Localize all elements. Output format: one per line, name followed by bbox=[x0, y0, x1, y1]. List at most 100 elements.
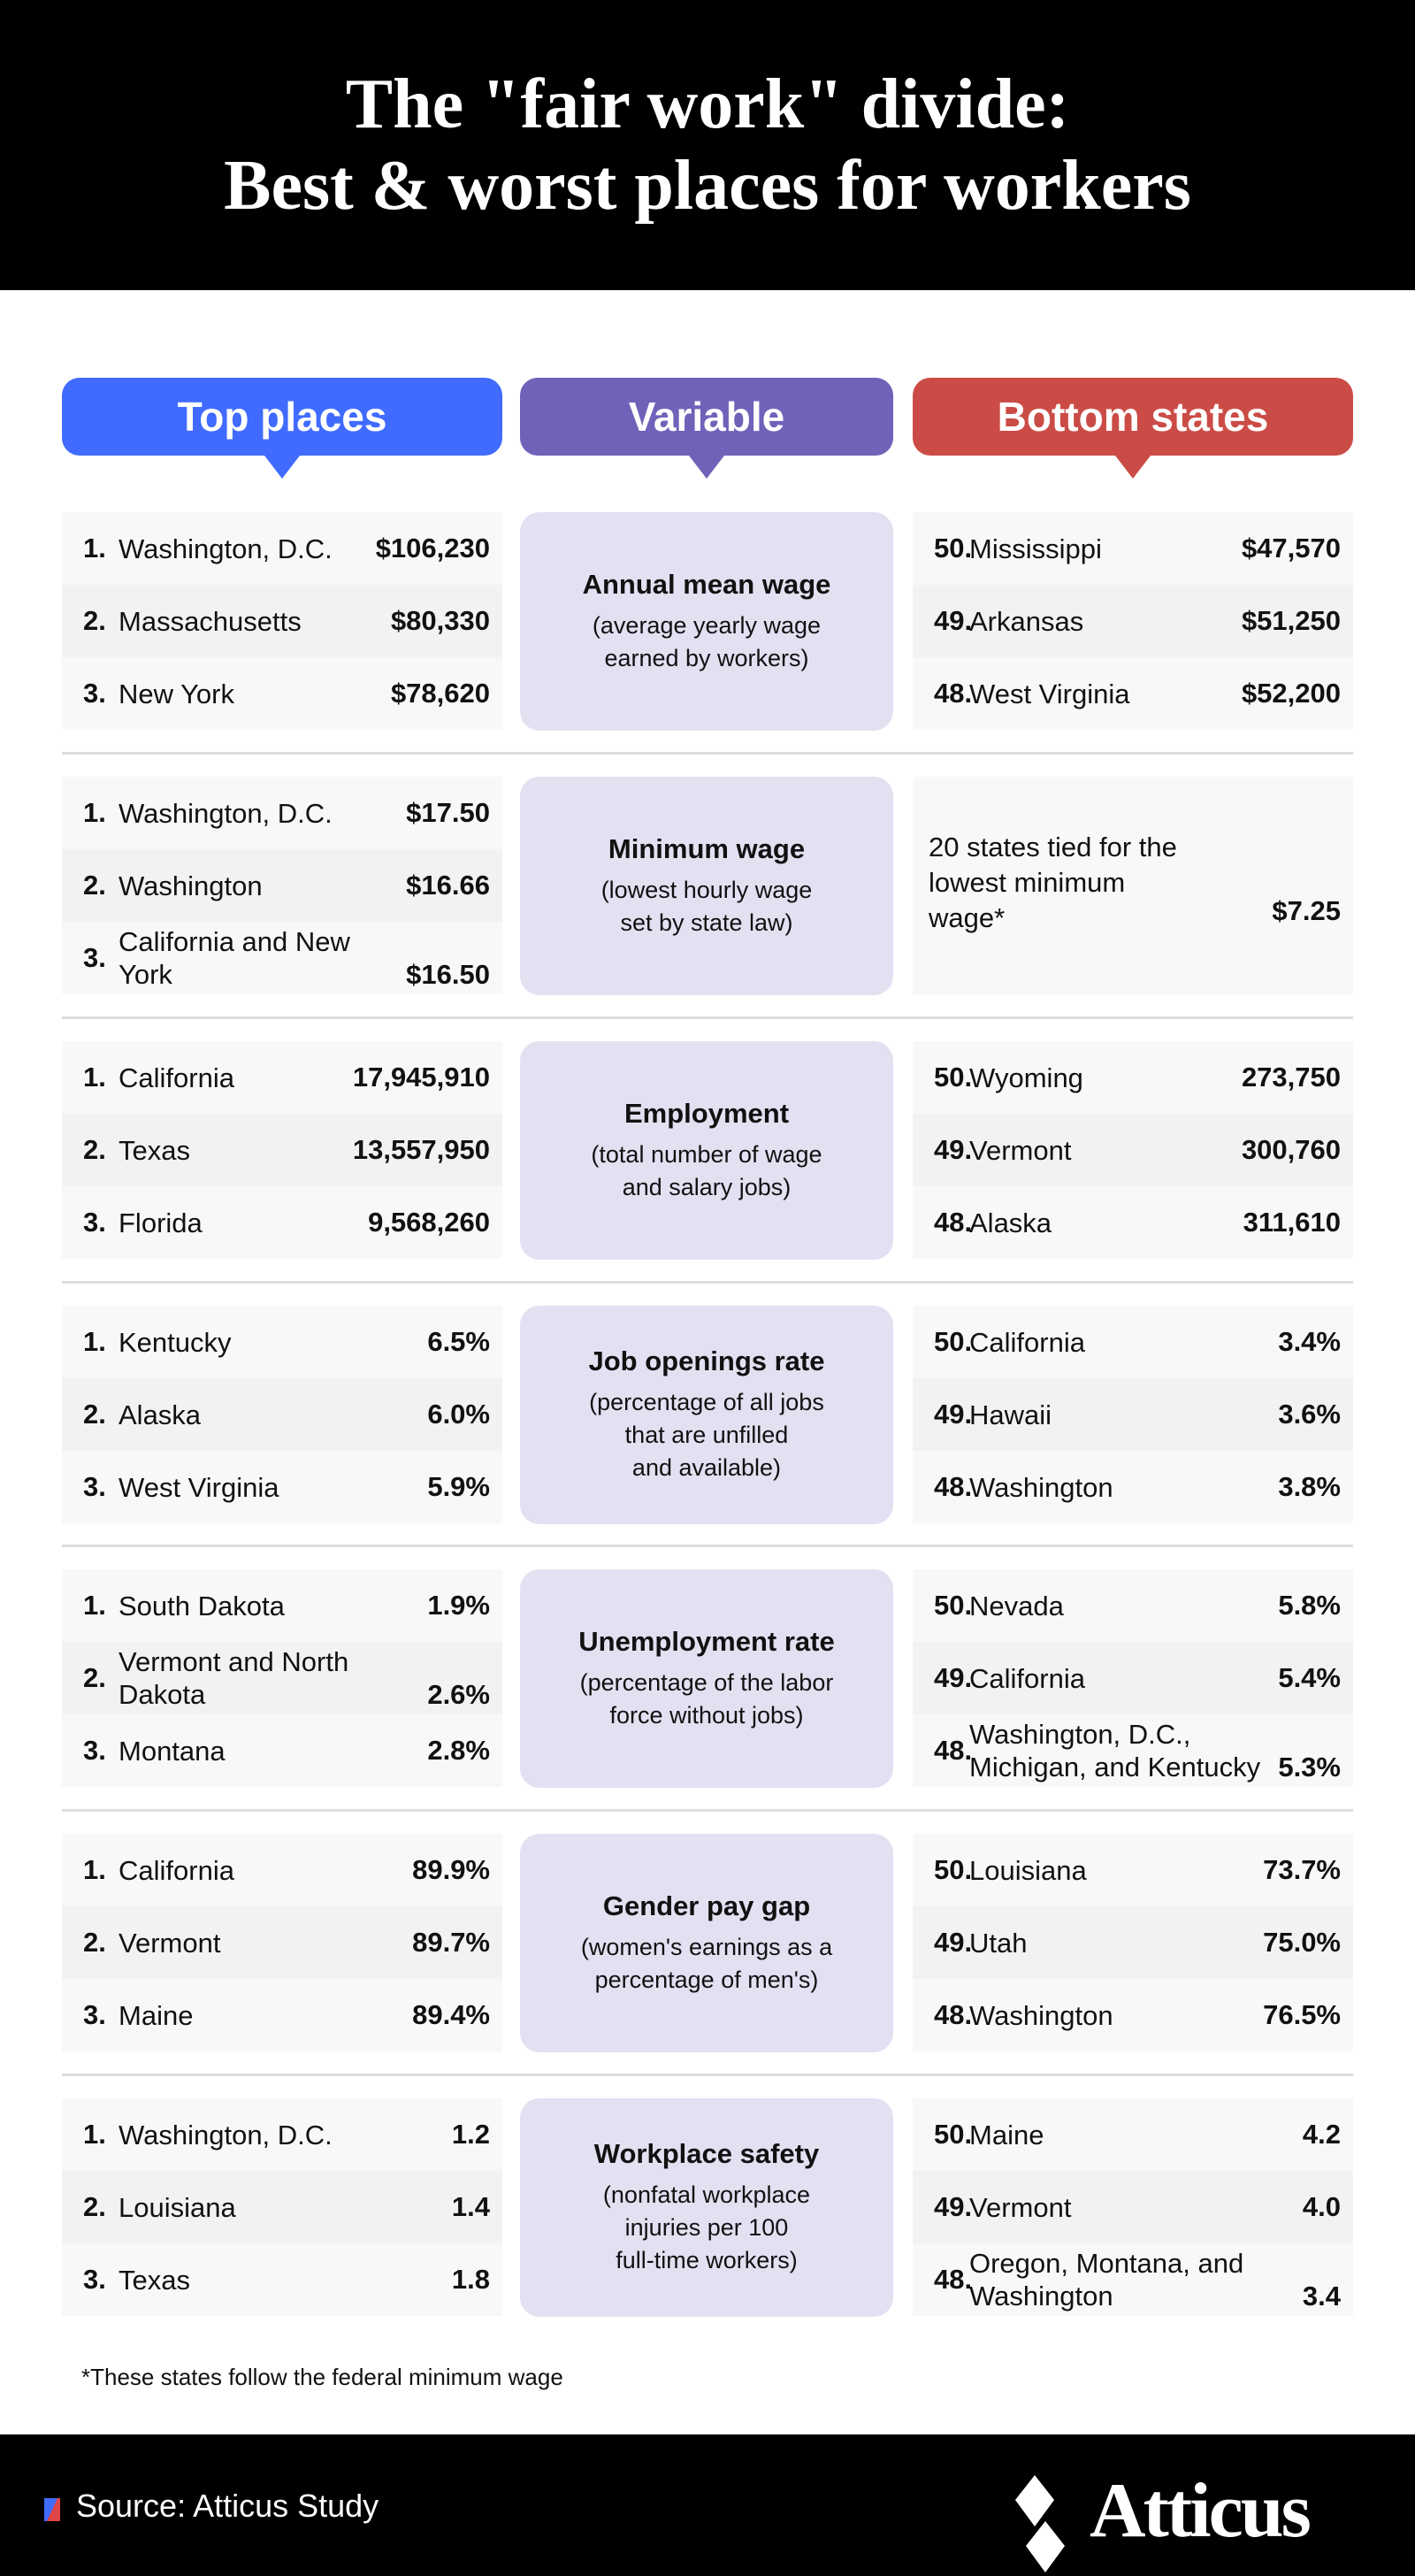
rank: 3. bbox=[83, 1999, 106, 2030]
place-name: Nevada bbox=[969, 1590, 1064, 1622]
list-item: 50. Maine 4.2 bbox=[913, 2098, 1353, 2171]
place-name: Vermont bbox=[969, 2191, 1072, 2223]
rank: 50. bbox=[934, 2119, 973, 2150]
value: 2.8% bbox=[427, 1735, 490, 1766]
value: 73.7% bbox=[1263, 1854, 1341, 1885]
section-divider bbox=[62, 752, 1353, 755]
variable-name: Minimum wage bbox=[608, 832, 806, 864]
value: $16.50 bbox=[406, 959, 490, 990]
value: 300,760 bbox=[1241, 1134, 1341, 1165]
value: $78,620 bbox=[390, 678, 490, 709]
place-name: Washington, D.C. bbox=[119, 2119, 333, 2150]
list-item: 49. Hawaii 3.6% bbox=[913, 1378, 1353, 1451]
atticus-mark-icon bbox=[1015, 2475, 1065, 2572]
place-name: Alaska bbox=[119, 1399, 202, 1430]
variable-name: Workplace safety bbox=[593, 2138, 820, 2169]
list-item: 2. Alaska 6.0% bbox=[62, 1378, 502, 1451]
list-item: 3. West Virginia 5.9% bbox=[62, 1451, 502, 1523]
rank: 3. bbox=[83, 942, 106, 973]
place-name: California bbox=[119, 1062, 234, 1093]
rank: 48. bbox=[934, 678, 973, 709]
place-name: California bbox=[969, 1326, 1085, 1358]
section-divider bbox=[62, 1016, 1353, 1019]
footnote: *These states follow the federal minimum… bbox=[81, 2364, 563, 2390]
list-item: 50. Nevada 5.8% bbox=[913, 1569, 1353, 1642]
place-name: Texas bbox=[119, 1134, 190, 1166]
place-name: Washington bbox=[969, 1999, 1113, 2031]
list-item: 48. Washington 3.8% bbox=[913, 1451, 1353, 1523]
list-item: 3. Montana 2.8% bbox=[62, 1714, 502, 1787]
variable-box: Job openings rate (percentage of all jobs… bbox=[520, 1306, 893, 1524]
list-item: 49. Vermont 300,760 bbox=[913, 1114, 1353, 1186]
value: 1.4 bbox=[451, 2191, 490, 2222]
section-divider bbox=[62, 1809, 1353, 1812]
list-item: 3. Texas 1.8 bbox=[62, 2243, 502, 2316]
place-name: Alaska bbox=[969, 1207, 1052, 1238]
rank: 1. bbox=[83, 1590, 106, 1621]
rank: 2. bbox=[83, 1399, 106, 1430]
rank: 49. bbox=[934, 1134, 973, 1165]
rank: 49. bbox=[934, 605, 973, 636]
list-item: 49. Vermont 4.0 bbox=[913, 2171, 1353, 2243]
list-item: 49. Arkansas $51,250 bbox=[913, 585, 1353, 657]
list-item: 50. Wyoming 273,750 bbox=[913, 1041, 1353, 1114]
value: $52,200 bbox=[1241, 678, 1341, 709]
place-name: West Virginia bbox=[969, 678, 1130, 709]
variable-name: Employment bbox=[623, 1097, 790, 1129]
title-line-2: Best & worst places for workers bbox=[224, 147, 1191, 225]
value: 75.0% bbox=[1263, 1927, 1341, 1958]
place-name: Kentucky bbox=[119, 1326, 232, 1358]
rank: 49. bbox=[934, 2191, 973, 2222]
place-name: New York bbox=[119, 678, 234, 709]
list-item: 1. South Dakota 1.9% bbox=[62, 1569, 502, 1642]
rank: 3. bbox=[83, 678, 106, 709]
rank: 49. bbox=[934, 1927, 973, 1958]
value: 5.3% bbox=[1278, 1752, 1341, 1782]
place-name: California bbox=[119, 1854, 234, 1886]
list-item: 1. California 89.9% bbox=[62, 1834, 502, 1906]
variable-description: (percentage of the labor force without j… bbox=[579, 1668, 834, 1729]
value: $106,230 bbox=[375, 533, 490, 564]
rank: 3. bbox=[83, 1207, 106, 1238]
bottom-states-header: Bottom states bbox=[913, 378, 1353, 479]
rank: 48. bbox=[934, 1999, 973, 2030]
rank: 2. bbox=[83, 1662, 106, 1693]
rank: 49. bbox=[934, 1662, 973, 1693]
top-places-header: Top places bbox=[62, 378, 502, 479]
place-name: Oregon, Montana, and Washington bbox=[969, 2248, 1244, 2312]
section-divider bbox=[62, 1281, 1353, 1284]
place-name: Montana bbox=[119, 1735, 226, 1767]
list-item: 2. Vermont and North Dakota 2.6% bbox=[62, 1642, 502, 1714]
value: 273,750 bbox=[1241, 1062, 1341, 1092]
list-item: 48. Oregon, Montana, and Washington 3.4 bbox=[913, 2243, 1353, 2316]
place-name: Washington bbox=[969, 1471, 1113, 1503]
list-item: 48. Washington 76.5% bbox=[913, 1979, 1353, 2051]
list-item: 49. Utah 75.0% bbox=[913, 1906, 1353, 1979]
tie-text: 20 states tied for the lowest minimum wa… bbox=[929, 832, 1177, 933]
value: $47,570 bbox=[1241, 533, 1341, 564]
value: 5.4% bbox=[1278, 1662, 1341, 1693]
variable-description: (average yearly wage earned by workers) bbox=[592, 611, 822, 671]
variable-description: (total number of wage and salary jobs) bbox=[591, 1140, 822, 1200]
variable-box: Minimum wage (lowest hourly wage set by s… bbox=[520, 777, 893, 995]
place-name: Utah bbox=[969, 1927, 1028, 1959]
section-divider bbox=[62, 1545, 1353, 1547]
value: 2.6% bbox=[427, 1679, 490, 1710]
title-line-1: The "fair work" divide: bbox=[345, 65, 1070, 143]
variable-box: Unemployment rate (percentage of the labo… bbox=[520, 1569, 893, 1788]
variable-name: Unemployment rate bbox=[578, 1625, 835, 1657]
rank: 2. bbox=[83, 1927, 106, 1958]
variable-box: Workplace safety (nonfatal workplace inju… bbox=[520, 2098, 893, 2317]
list-item: 3. New York $78,620 bbox=[62, 657, 502, 730]
value: 3.4 bbox=[1302, 2281, 1341, 2312]
variable-description: (lowest hourly wage set by state law) bbox=[600, 876, 813, 936]
value: 3.8% bbox=[1278, 1471, 1341, 1502]
list-item: 49. California 5.4% bbox=[913, 1642, 1353, 1714]
value: 5.9% bbox=[427, 1471, 490, 1502]
place-name: Washington bbox=[119, 870, 263, 901]
value: 311,610 bbox=[1243, 1207, 1341, 1238]
value: 1.2 bbox=[451, 2119, 490, 2150]
list-item: 1. Washington, D.C. 1.2 bbox=[62, 2098, 502, 2171]
place-name: Louisiana bbox=[969, 1854, 1087, 1886]
variable-name: Gender pay gap bbox=[602, 1890, 811, 1921]
